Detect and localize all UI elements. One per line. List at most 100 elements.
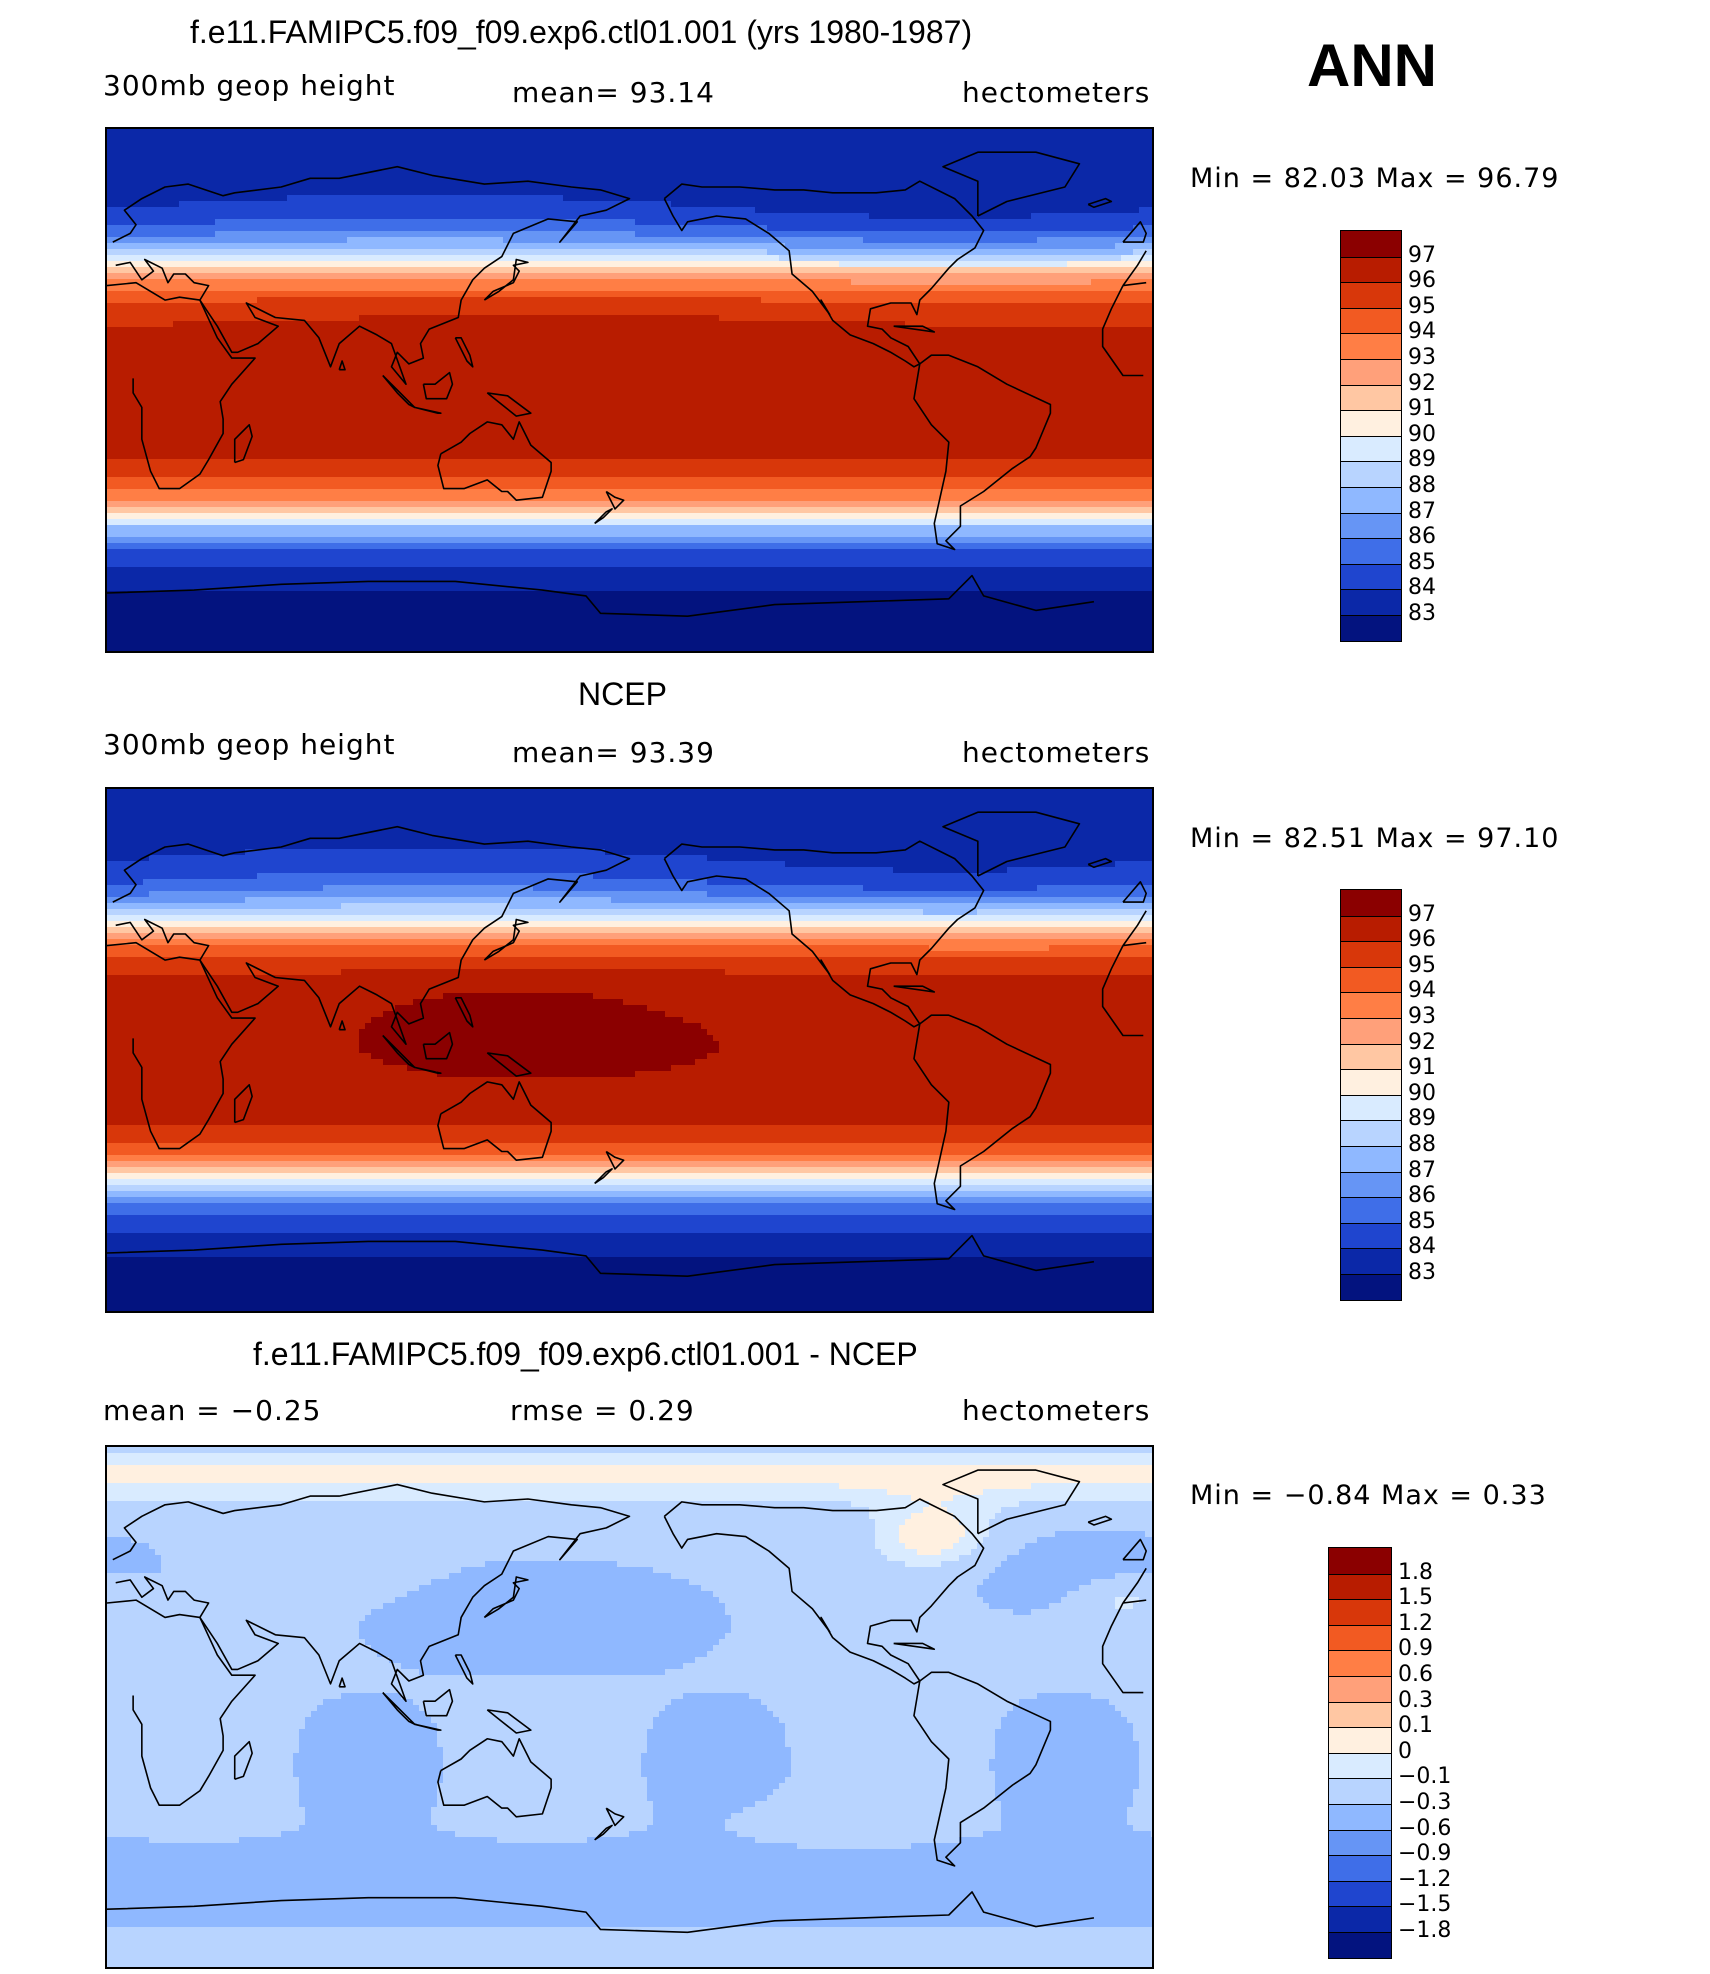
colorbar-label: 90 xyxy=(1408,423,1436,446)
colorbar-swatch xyxy=(1341,461,1401,487)
colorbar-label: −0.6 xyxy=(1398,1817,1451,1840)
colorbar-label: −1.8 xyxy=(1398,1920,1451,1942)
colorbar-swatch xyxy=(1329,1573,1391,1600)
colorbar-swatch xyxy=(1329,1880,1391,1907)
colorbar-swatch xyxy=(1341,992,1401,1018)
colorbar-swatch xyxy=(1341,1120,1401,1146)
colorbar-swatch xyxy=(1341,384,1401,411)
panel-3-min-max: Min = −0.84 Max = 0.33 xyxy=(1190,1482,1547,1509)
colorbar-label: 94 xyxy=(1408,980,1436,1002)
colorbar-swatch xyxy=(1329,1701,1391,1728)
colorbar-label: 86 xyxy=(1408,526,1436,548)
panel-1-variable-label: 300mb geop height xyxy=(103,72,395,100)
colorbar-swatch xyxy=(1341,231,1401,257)
colorbar-swatch xyxy=(1341,512,1401,539)
panel-1-min-max: Min = 82.03 Max = 96.79 xyxy=(1190,165,1559,192)
panel-3-units-label: hectometers xyxy=(962,1397,1150,1425)
panel-2-units-label: hectometers xyxy=(962,739,1150,767)
colorbar-swatch xyxy=(1341,333,1401,359)
colorbar-swatch xyxy=(1329,1727,1391,1753)
colorbar-swatch xyxy=(1341,359,1401,385)
colorbar-swatch xyxy=(1341,1018,1401,1044)
colorbar-label: 0.1 xyxy=(1398,1715,1433,1737)
panel-1-map xyxy=(105,127,1154,653)
colorbar-label: 96 xyxy=(1408,929,1436,951)
panel-3-mean-label: mean = −0.25 xyxy=(103,1397,321,1425)
colorbar-label: 90 xyxy=(1408,1082,1436,1105)
colorbar-label: 85 xyxy=(1408,551,1436,574)
colorbar-swatch xyxy=(1341,282,1401,308)
colorbar-swatch xyxy=(1341,966,1401,993)
colorbar-swatch xyxy=(1341,256,1401,283)
colorbar-swatch xyxy=(1329,1650,1391,1676)
colorbar-label: 0 xyxy=(1398,1740,1412,1763)
colorbar-label: 89 xyxy=(1408,1108,1436,1130)
colorbar-label: 91 xyxy=(1408,398,1436,420)
colorbar-label: 88 xyxy=(1408,1134,1436,1156)
panel-1-units-label: hectometers xyxy=(962,79,1150,107)
colorbar-swatch xyxy=(1341,1197,1401,1223)
colorbar-swatch xyxy=(1329,1676,1391,1702)
colorbar-swatch xyxy=(1329,1932,1391,1958)
colorbar-label: 88 xyxy=(1408,475,1436,497)
colorbar-swatch xyxy=(1341,1222,1401,1249)
colorbar-label: 97 xyxy=(1408,244,1436,267)
colorbar-swatch xyxy=(1341,435,1401,462)
colorbar-label: 91 xyxy=(1408,1057,1436,1079)
colorbar-label: 89 xyxy=(1408,449,1436,471)
colorbar-swatch xyxy=(1341,1094,1401,1121)
colorbar-swatch xyxy=(1341,1069,1401,1095)
colorbar-swatch xyxy=(1341,890,1401,916)
colorbar-swatch xyxy=(1341,1043,1401,1070)
panel-2-mean-label: mean= 93.39 xyxy=(512,739,715,767)
colorbar-label: 83 xyxy=(1408,603,1436,625)
panel-2-variable-label: 300mb geop height xyxy=(103,731,395,759)
colorbar-label: 0.6 xyxy=(1398,1664,1433,1686)
colorbar-swatch xyxy=(1341,941,1401,967)
colorbar-box xyxy=(1340,230,1402,642)
colorbar-swatch xyxy=(1329,1829,1391,1856)
colorbar-swatch xyxy=(1341,487,1401,513)
colorbar-label: 95 xyxy=(1408,295,1436,318)
colorbar-label: 94 xyxy=(1408,321,1436,343)
colorbar-swatch xyxy=(1341,410,1401,436)
colorbar-label: 93 xyxy=(1408,347,1436,369)
colorbar-label: 86 xyxy=(1408,1185,1436,1207)
colorbar-swatch xyxy=(1329,1778,1391,1804)
panel-2-map xyxy=(105,787,1154,1313)
colorbar-swatch xyxy=(1329,1855,1391,1881)
colorbar-label: 96 xyxy=(1408,270,1436,292)
colorbar-label: 87 xyxy=(1408,1159,1436,1182)
panel-3-rmse-label: rmse = 0.29 xyxy=(510,1397,695,1425)
colorbar-swatch xyxy=(1341,615,1401,641)
colorbar-label: 97 xyxy=(1408,903,1436,926)
colorbar-label: 1.8 xyxy=(1398,1561,1433,1584)
colorbar-box xyxy=(1340,889,1402,1301)
colorbar-box xyxy=(1328,1547,1392,1959)
colorbar-label: 92 xyxy=(1408,372,1436,395)
colorbar-label: 84 xyxy=(1408,577,1436,599)
colorbar-swatch xyxy=(1341,1274,1401,1300)
colorbar-label: 95 xyxy=(1408,954,1436,977)
colorbar-swatch xyxy=(1341,307,1401,334)
colorbar-label: −1.2 xyxy=(1398,1868,1451,1891)
panel-1-mean-label: mean= 93.14 xyxy=(512,79,715,107)
colorbar-swatch xyxy=(1341,563,1401,590)
colorbar-swatch xyxy=(1329,1804,1391,1830)
colorbar-label: 87 xyxy=(1408,500,1436,523)
panel-2-min-max: Min = 82.51 Max = 97.10 xyxy=(1190,825,1559,852)
colorbar-label: 1.5 xyxy=(1398,1587,1433,1609)
colorbar-label: −0.1 xyxy=(1398,1766,1451,1788)
colorbar-label: 93 xyxy=(1408,1006,1436,1028)
season-label: ANN xyxy=(1307,36,1437,96)
colorbar-swatch xyxy=(1329,1599,1391,1625)
colorbar-swatch xyxy=(1329,1624,1391,1651)
colorbar-swatch xyxy=(1329,1548,1391,1574)
colorbar-swatch xyxy=(1329,1752,1391,1779)
colorbar-label: 1.2 xyxy=(1398,1612,1433,1635)
colorbar-label: 85 xyxy=(1408,1210,1436,1233)
colorbar-label: 0.3 xyxy=(1398,1689,1433,1712)
colorbar-label: 92 xyxy=(1408,1031,1436,1054)
colorbar-swatch xyxy=(1341,915,1401,942)
colorbar-label: −0.3 xyxy=(1398,1792,1451,1814)
